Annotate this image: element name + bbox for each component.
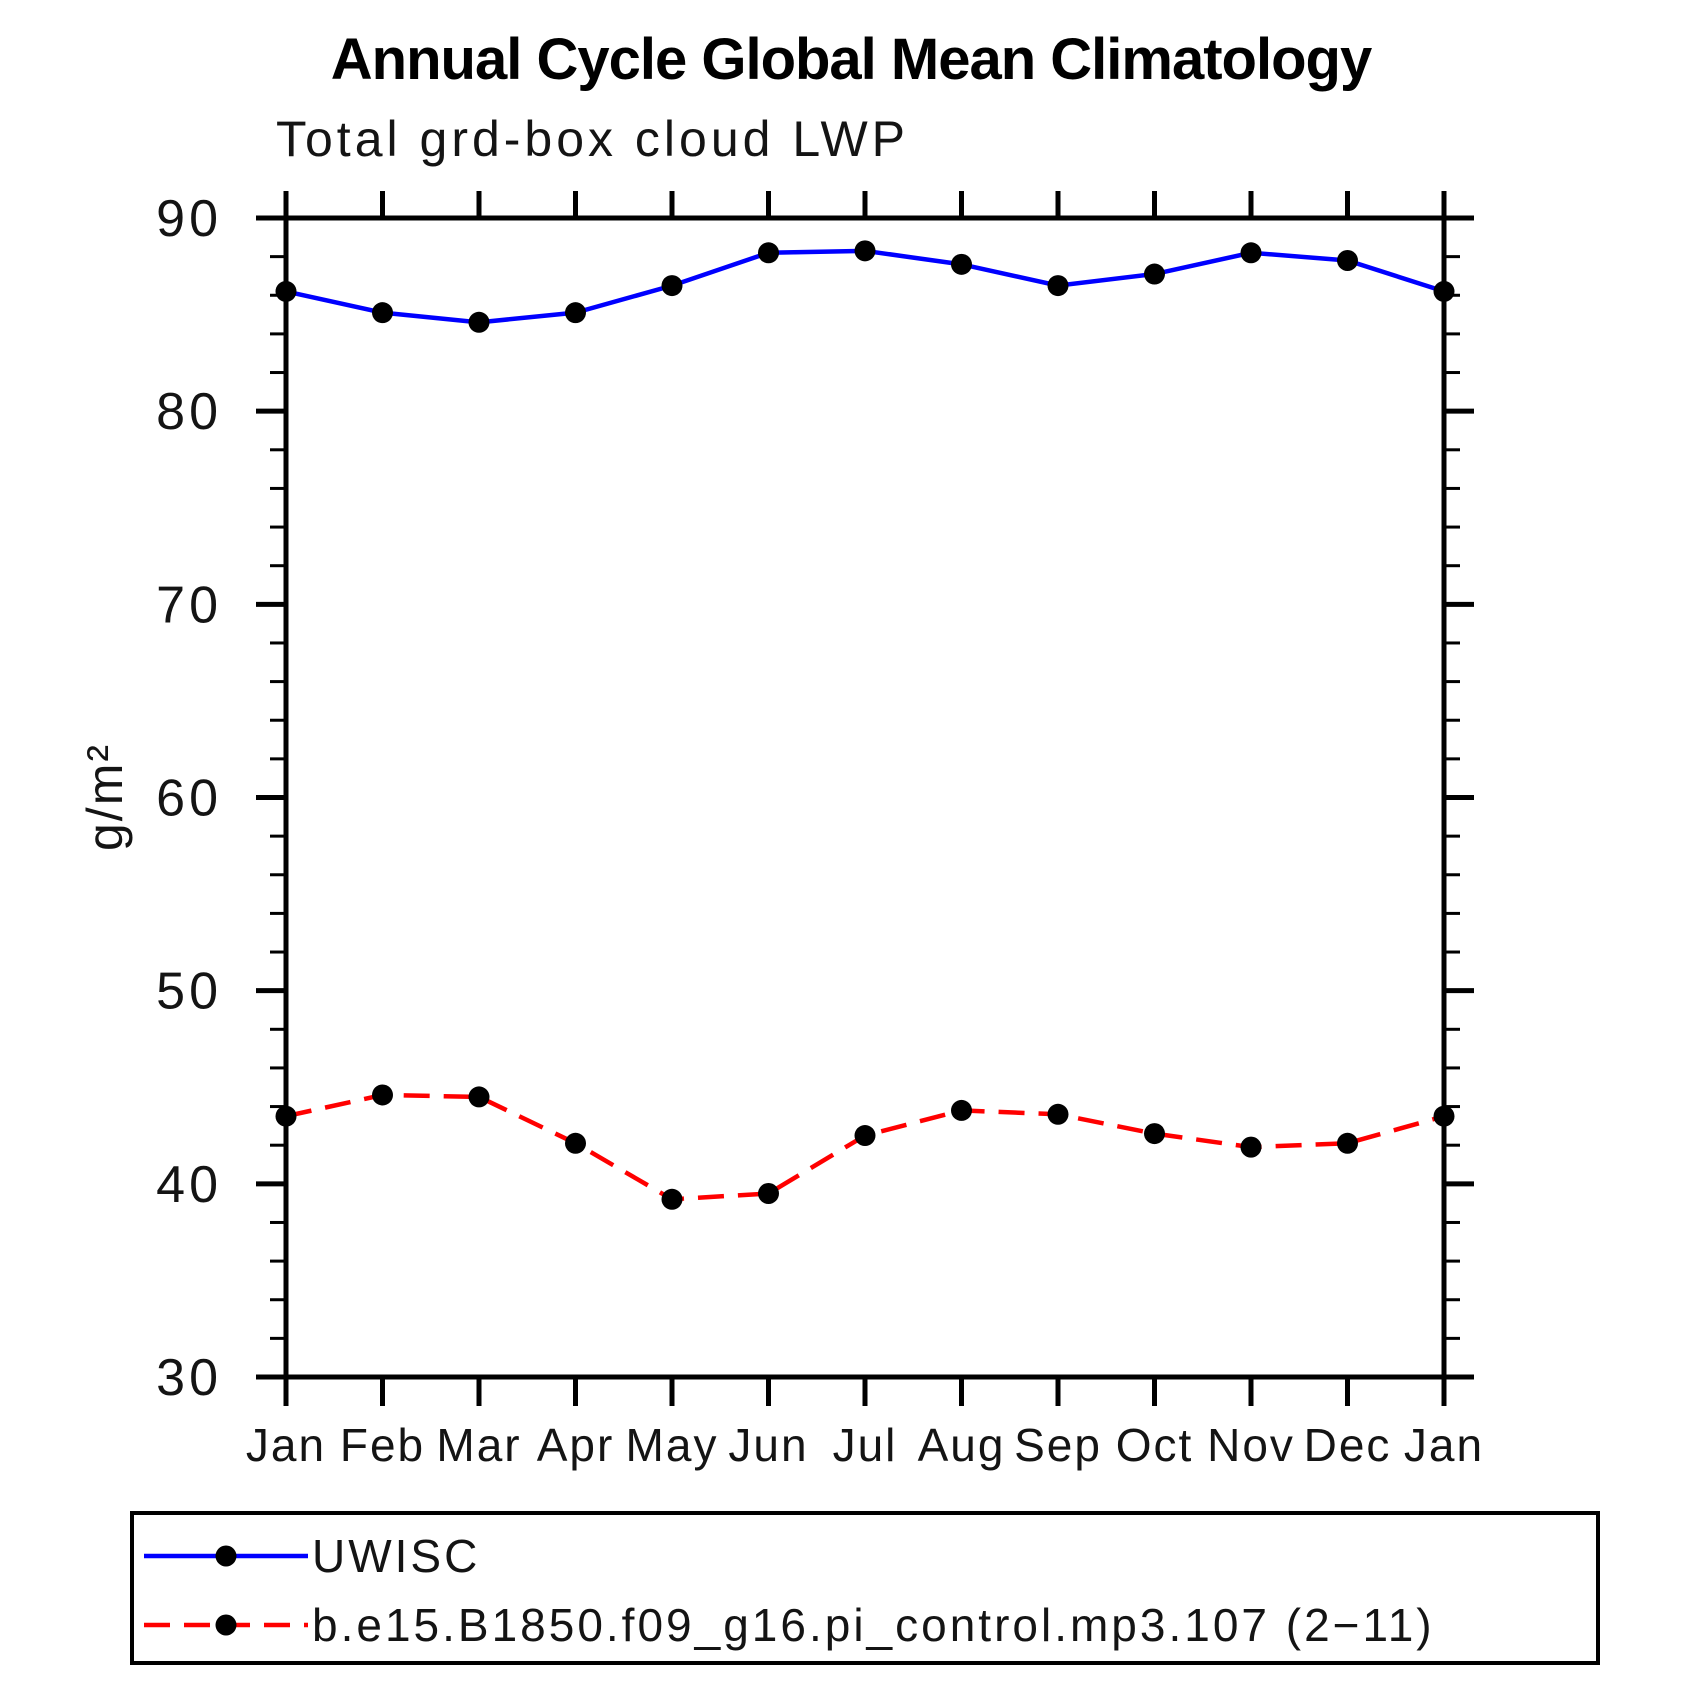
- chart-title: Annual Cycle Global Mean Climatology: [330, 27, 1372, 92]
- data-point-marker: [854, 1125, 876, 1147]
- data-point-marker: [372, 1084, 393, 1106]
- data-point-marker: [565, 1132, 586, 1154]
- y-tick-label: 60: [156, 770, 222, 828]
- data-point-marker: [1240, 242, 1262, 264]
- legend-item: UWISC: [140, 1532, 480, 1580]
- legend-label: b.e15.B1850.f09_g16.pi_control.mp3.107 (…: [312, 1599, 1435, 1651]
- x-tick-label: Apr: [537, 1419, 615, 1471]
- legend-box: UWISC b.e15.B1850.f09_g16.pi_control.mp3…: [130, 1511, 1600, 1665]
- data-point-marker: [468, 1086, 490, 1108]
- legend-line-sample: [144, 1614, 308, 1636]
- data-point-marker: [1144, 1123, 1165, 1145]
- data-point-marker: [275, 1105, 297, 1127]
- data-point-marker: [1047, 275, 1069, 297]
- x-tick-label: May: [626, 1419, 719, 1471]
- legend-line-sample: [144, 1545, 308, 1567]
- y-tick-label: 80: [156, 383, 222, 441]
- chart-subtitle: Total grd-box cloud LWP: [276, 111, 909, 167]
- data-point-marker: [1337, 1132, 1358, 1154]
- data-point-marker: [1433, 280, 1455, 302]
- x-tick-label: Feb: [340, 1419, 425, 1471]
- data-point-marker: [758, 1182, 779, 1204]
- data-point-marker: [951, 253, 972, 275]
- legend-label: UWISC: [312, 1530, 481, 1582]
- series-line: [285, 1092, 1445, 1202]
- plot-frame: [283, 215, 1447, 1380]
- x-tick-label: Nov: [1207, 1419, 1295, 1471]
- data-point-marker: [372, 302, 393, 324]
- y-tick-label: 50: [156, 963, 222, 1021]
- data-point-marker: [1144, 263, 1165, 285]
- x-tick-label: Oct: [1116, 1419, 1194, 1471]
- data-point-marker: [1433, 1105, 1455, 1127]
- y-tick-label: 40: [156, 1156, 222, 1214]
- legend-item: b.e15.B1850.f09_g16.pi_control.mp3.107 (…: [140, 1601, 1435, 1649]
- x-tick-label: Jan: [1404, 1419, 1484, 1471]
- y-tick-label: 90: [156, 190, 222, 248]
- x-tick-label: Mar: [436, 1419, 521, 1471]
- data-point-marker: [468, 311, 490, 333]
- x-tick-label: Jul: [833, 1419, 898, 1471]
- data-point-marker: [1047, 1103, 1069, 1125]
- data-point-marker: [1240, 1136, 1262, 1158]
- data-point-marker: [1337, 249, 1358, 271]
- x-tick-label: Aug: [918, 1419, 1006, 1471]
- data-point-marker: [758, 242, 779, 264]
- data-point-marker: [565, 302, 586, 324]
- series-line: [285, 248, 1445, 325]
- x-tick-label: Sep: [1014, 1419, 1102, 1471]
- x-tick-label: Jun: [728, 1419, 808, 1471]
- y-tick-label: 30: [156, 1349, 222, 1407]
- data-point-marker: [951, 1099, 972, 1121]
- x-tick-label: Dec: [1304, 1419, 1392, 1471]
- data-point-marker: [275, 280, 297, 302]
- y-tick-label: 70: [156, 576, 222, 634]
- x-tick-label: Jan: [246, 1419, 326, 1471]
- data-point-marker: [854, 240, 876, 262]
- data-point-marker: [661, 1188, 683, 1210]
- data-point-marker: [661, 275, 683, 297]
